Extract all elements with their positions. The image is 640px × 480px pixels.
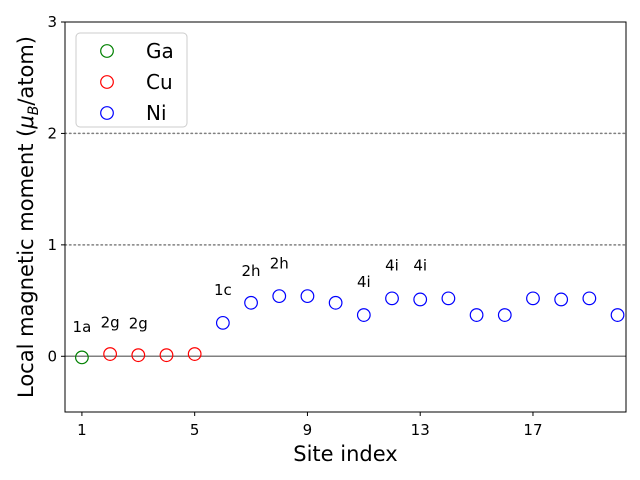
site-label: 2h [242, 262, 261, 280]
x-axis-label: Site index [293, 442, 397, 466]
ni-point [469, 308, 484, 322]
y-tick-label: 3 [47, 13, 57, 31]
ni-point [300, 289, 315, 304]
ni-point [441, 291, 456, 306]
site-label: 2h [270, 254, 289, 272]
reference-lines [64, 132, 627, 358]
ni-point [272, 289, 287, 304]
ga-legend-marker [100, 44, 114, 58]
x-tick-label: 17 [523, 421, 542, 439]
x-tick-label: 13 [411, 421, 430, 439]
site-label: 1c [214, 281, 232, 299]
x-tick-label: 1 [77, 421, 87, 439]
cu-point [131, 348, 146, 363]
ni-point [328, 295, 343, 310]
cu-point [159, 348, 174, 363]
site-label: 4i [413, 256, 427, 274]
legend: Ga Cu Ni [75, 32, 188, 128]
site-label: 2g [101, 313, 120, 331]
x-tick-label: 5 [190, 421, 200, 439]
y-tick-label: 1 [47, 236, 57, 254]
cu-point [103, 347, 118, 361]
cu-legend-label: Cu [146, 70, 173, 94]
ni-point [526, 291, 540, 306]
x-axis-ticks: 1 5 9 13 17 [77, 412, 543, 439]
ni-point [215, 315, 230, 330]
y-tick-label: 2 [47, 124, 57, 142]
ni-point [554, 292, 569, 307]
ga-legend-label: Ga [146, 39, 174, 63]
y-tick-label: 0 [47, 347, 57, 365]
ni-point [385, 291, 399, 306]
ni-point [497, 308, 512, 322]
ni-point [582, 291, 597, 306]
plot-frame [64, 21, 627, 413]
ga-point [75, 350, 89, 365]
site-label: 1a [73, 318, 92, 336]
x-tick-label: 9 [303, 421, 313, 439]
ni-point [413, 292, 428, 307]
ni-point [356, 308, 371, 322]
cu-legend-marker [100, 75, 114, 89]
data-points [75, 289, 625, 365]
cu-point [187, 347, 202, 361]
site-label: 2g [129, 314, 148, 332]
ni-point [610, 308, 625, 322]
site-annotations: 1a 2g 2g 1c 2h 2h 4i 4i 4i [73, 254, 428, 336]
site-label: 4i [385, 256, 399, 274]
ni-point [244, 295, 258, 310]
ni-legend-marker [100, 106, 114, 120]
site-label: 4i [357, 273, 371, 291]
y-axis-label: Local magnetic moment (μB/atom) [14, 36, 42, 398]
ni-legend-label: Ni [146, 101, 167, 125]
y-axis-ticks: 0 1 2 3 [47, 13, 65, 365]
